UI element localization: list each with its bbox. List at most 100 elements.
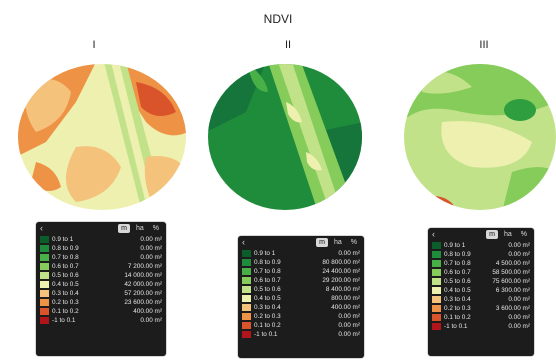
legend-row: 0.6 to 0.7 58 500.00 m² [428, 268, 534, 277]
legend-row: 0.5 to 0.6 14 000.00 m² [36, 271, 166, 280]
unit-percent-button[interactable]: % [152, 225, 159, 232]
legend-range: 0.6 to 0.7 [444, 269, 471, 276]
legend-range: -1 to 0.1 [254, 331, 278, 338]
legend-range: 0.7 to 0.8 [254, 268, 281, 275]
legend-value: 80 800.00 m² [322, 259, 360, 266]
unit-m-button[interactable]: m [118, 224, 130, 233]
legend-range: 0.3 to 0.4 [254, 304, 281, 311]
field-2-legend-panel: ‹ m ha % 0.9 to 1 0.00 m² 0.8 to 0.9 80 800… [238, 236, 364, 358]
legend-range: 0.4 to 0.5 [254, 295, 281, 302]
legend-range: 0.9 to 1 [444, 242, 466, 249]
legend-value: 400.00 m² [133, 308, 162, 315]
legend-swatch [432, 314, 441, 321]
legend-row: 0.7 to 0.8 4 500.00 m² [428, 259, 534, 268]
legend-range: -1 to 0.1 [444, 323, 468, 330]
legend-value: 23 600.00 m² [124, 299, 162, 306]
legend-swatch [432, 260, 441, 267]
legend-swatch [432, 242, 441, 249]
legend-value: 0.00 m² [140, 254, 162, 261]
legend-swatch [432, 323, 441, 330]
legend-row: 0.9 to 1 0.00 m² [238, 249, 364, 258]
legend-swatch [242, 313, 251, 320]
field-2-numeral: II [284, 39, 292, 51]
unit-m-button[interactable]: m [486, 230, 498, 239]
legend-row: 0.8 to 0.9 0.00 m² [36, 244, 166, 253]
legend-row: 0.6 to 0.7 7 200.00 m² [36, 262, 166, 271]
legend-range: 0.6 to 0.7 [254, 277, 281, 284]
legend-value: 0.00 m² [338, 331, 360, 338]
legend-swatch [40, 290, 49, 297]
legend-value: 24 400.00 m² [322, 268, 360, 275]
unit-percent-button[interactable]: % [350, 239, 357, 246]
legend-value: 7 200.00 m² [127, 263, 162, 270]
legend-value: 6 300.00 m² [495, 287, 530, 294]
legend-row: 0.3 to 0.4 400.00 m² [238, 303, 364, 312]
legend-swatch [40, 245, 49, 252]
legend-rows: 0.9 to 1 0.00 m² 0.8 to 0.9 0.00 m² 0.7 to 0… [36, 235, 166, 325]
unit-ha-button[interactable]: ha [333, 239, 342, 246]
legend-swatch [40, 281, 49, 288]
legend-value: 0.00 m² [338, 250, 360, 257]
field-1-ndvi-map[interactable] [16, 62, 188, 212]
legend-range: 0.2 to 0.3 [52, 299, 79, 306]
unit-ha-button[interactable]: ha [503, 231, 512, 238]
legend-swatch [242, 304, 251, 311]
legend-swatch [242, 277, 251, 284]
chevron-left-icon[interactable]: ‹ [40, 223, 43, 233]
legend-row: -1 to 0.1 0.00 m² [428, 322, 534, 331]
legend-range: 0.1 to 0.2 [444, 314, 471, 321]
legend-row: 0.9 to 1 0.00 m² [36, 235, 166, 244]
field-3-ndvi-map[interactable] [402, 62, 556, 212]
legend-value: 0.00 m² [508, 296, 530, 303]
legend-range: 0.9 to 1 [254, 250, 276, 257]
legend-swatch [40, 299, 49, 306]
legend-range: 0.3 to 0.4 [52, 290, 79, 297]
legend-range: 0.5 to 0.6 [254, 286, 281, 293]
legend-range: 0.5 to 0.6 [52, 272, 79, 279]
unit-m-button[interactable]: m [316, 238, 328, 247]
legend-value: 0.00 m² [338, 322, 360, 329]
legend-value: 0.00 m² [140, 317, 162, 324]
legend-row: 0.2 to 0.3 0.00 m² [238, 312, 364, 321]
field-2-ndvi-map[interactable] [206, 62, 364, 212]
legend-value: 0.00 m² [508, 251, 530, 258]
legend-swatch [40, 263, 49, 270]
unit-ha-button[interactable]: ha [135, 225, 144, 232]
legend-value: 0.00 m² [508, 323, 530, 330]
legend-value: 400.00 m² [331, 304, 360, 311]
legend-value: 0.00 m² [508, 314, 530, 321]
legend-row: 0.5 to 0.6 8 400.00 m² [238, 285, 364, 294]
legend-swatch [432, 296, 441, 303]
field-3-legend-panel: ‹ m ha % 0.9 to 1 0.00 m² 0.8 to 0.9 0.00 m… [428, 228, 534, 356]
legend-row: 0.1 to 0.2 0.00 m² [428, 313, 534, 322]
legend-swatch [40, 308, 49, 315]
legend-value: 29 200.00 m² [322, 277, 360, 284]
legend-row: 0.1 to 0.2 400.00 m² [36, 307, 166, 316]
legend-range: 0.8 to 0.9 [254, 259, 281, 266]
legend-value: 800.00 m² [331, 295, 360, 302]
legend-value: 0.00 m² [338, 313, 360, 320]
legend-row: 0.3 to 0.4 0.00 m² [428, 295, 534, 304]
legend-range: 0.2 to 0.3 [254, 313, 281, 320]
legend-value: 8 400.00 m² [325, 286, 360, 293]
legend-range: 0.8 to 0.9 [444, 251, 471, 258]
legend-row: 0.4 to 0.5 42 000.00 m² [36, 280, 166, 289]
legend-row: 0.4 to 0.5 6 300.00 m² [428, 286, 534, 295]
field-1-legend-panel: ‹ m ha % 0.9 to 1 0.00 m² 0.8 to 0.9 0.00 m… [36, 222, 166, 356]
chevron-left-icon[interactable]: ‹ [242, 237, 245, 247]
legend-range: 0.4 to 0.5 [444, 287, 471, 294]
legend-range: 0.1 to 0.2 [52, 308, 79, 315]
legend-value: 75 600.00 m² [492, 278, 530, 285]
legend-range: 0.8 to 0.9 [52, 245, 79, 252]
legend-value: 0.00 m² [140, 245, 162, 252]
page-title: NDVI [263, 12, 293, 26]
field-1-numeral: I [92, 39, 96, 51]
legend-swatch [40, 236, 49, 243]
legend-row: 0.3 to 0.4 57 200.00 m² [36, 289, 166, 298]
legend-value: 3 600.00 m² [495, 305, 530, 312]
unit-percent-button[interactable]: % [520, 231, 527, 238]
legend-rows: 0.9 to 1 0.00 m² 0.8 to 0.9 0.00 m² 0.7 to 0… [428, 241, 534, 331]
chevron-left-icon[interactable]: ‹ [432, 229, 435, 239]
legend-row: 0.7 to 0.8 24 400.00 m² [238, 267, 364, 276]
legend-swatch [432, 251, 441, 258]
